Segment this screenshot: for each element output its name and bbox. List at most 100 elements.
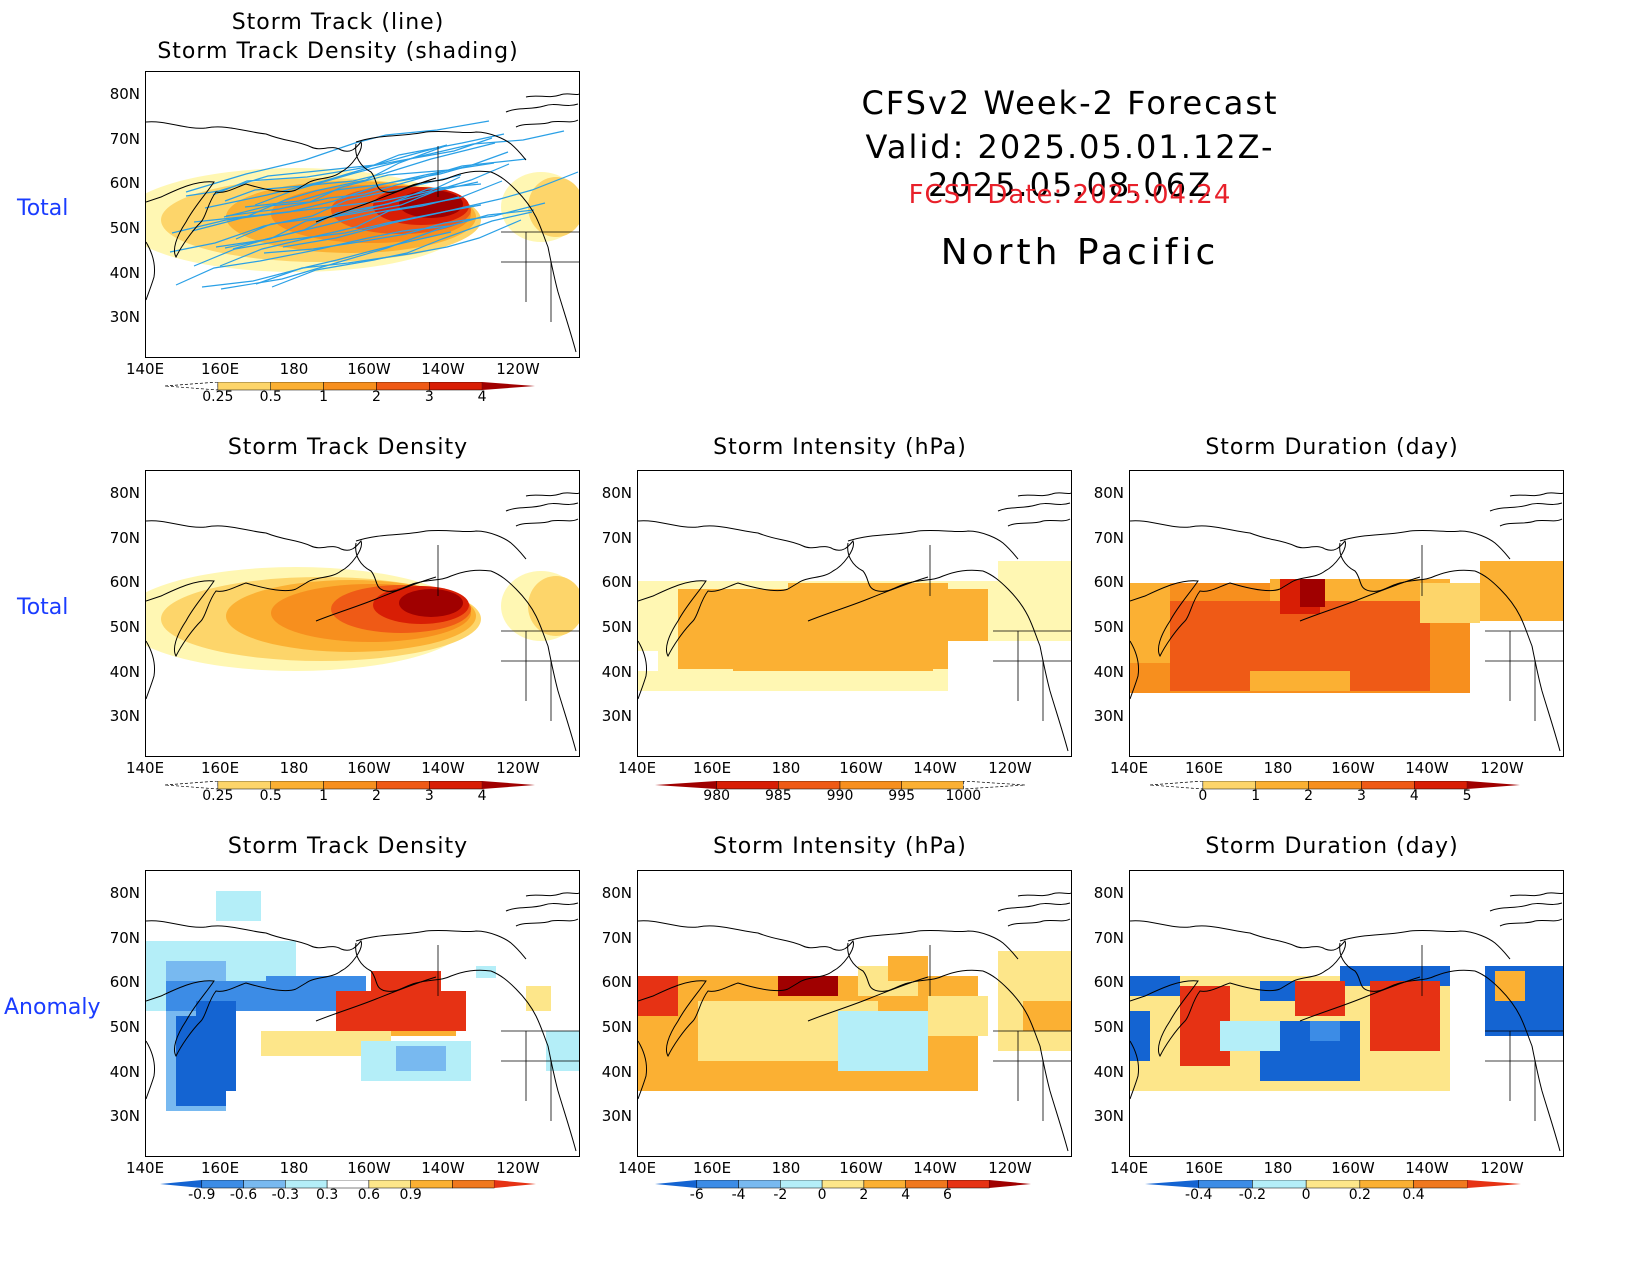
- grid-cell: [1130, 583, 1170, 663]
- map-panel-duration-total: [1129, 470, 1564, 757]
- y-tick-label: 60N: [1093, 973, 1124, 991]
- x-tick-label: 140W: [913, 1159, 957, 1177]
- colorbar-cap: [655, 781, 717, 789]
- colorbar-label: 5: [1462, 788, 1472, 804]
- x-tick-label: 140E: [125, 1159, 165, 1177]
- coastline: [638, 920, 854, 990]
- colorbar-cap: [494, 1180, 536, 1188]
- coastline: [525, 93, 579, 98]
- storm-track-line: [263, 202, 546, 254]
- colorbar-label: 4: [477, 788, 487, 804]
- storm-track-line: [185, 120, 490, 193]
- coastline: [1130, 1040, 1139, 1100]
- y-tick-label: 70N: [1093, 529, 1124, 547]
- row-label-3: Anomaly: [4, 995, 101, 1020]
- p3-title: Storm Intensity (hPa): [713, 435, 967, 460]
- y-tick-label: 40N: [109, 1063, 140, 1081]
- map-panel-density-total: [145, 470, 580, 757]
- colorbar-label: 2: [859, 1187, 869, 1203]
- x-tick-label: 140W: [1405, 759, 1449, 777]
- colorbar-label: 2: [1304, 788, 1314, 804]
- grid-cell: [998, 561, 1071, 631]
- grid-cell: [838, 1011, 928, 1071]
- p4-title: Storm Duration (day): [1205, 435, 1459, 460]
- x-tick-label: 160W: [839, 759, 883, 777]
- x-tick-label: 140W: [913, 759, 957, 777]
- colorbar-label: 0.5: [259, 389, 282, 405]
- x-tick-label: 120W: [1480, 759, 1524, 777]
- colorbar-cap: [482, 382, 535, 390]
- y-tick-label: 40N: [109, 663, 140, 681]
- header-line2: Valid: 2025.05.01.12Z-2025.05.08.06Z: [865, 128, 1275, 204]
- colorbar-label: 4: [1409, 788, 1419, 804]
- grid-cell: [1220, 1021, 1280, 1051]
- x-tick-label: 120W: [496, 759, 540, 777]
- colorbar-label: 0.25: [202, 389, 234, 405]
- grid-cell: [1295, 981, 1345, 1016]
- y-tick-label: 80N: [109, 85, 140, 103]
- grid-cell: [396, 1046, 446, 1071]
- grid-cell: [638, 651, 658, 671]
- density-contour: [528, 177, 579, 237]
- x-tick-label: 160E: [692, 1159, 732, 1177]
- coastline: [355, 130, 527, 161]
- colorbar-segment: [452, 1180, 495, 1189]
- x-tick-label: 120W: [988, 1159, 1032, 1177]
- y-tick-label: 40N: [109, 264, 140, 282]
- storm-track-line: [271, 211, 533, 288]
- coastline: [638, 580, 789, 658]
- grid-cell: [788, 583, 948, 603]
- x-tick-label: 180: [279, 360, 309, 378]
- colorbar-label: 0.5: [259, 788, 282, 804]
- colorbar-segment: [1414, 781, 1468, 790]
- duration-anomaly-shading: [1130, 966, 1563, 1156]
- coastline: [638, 520, 854, 590]
- grid-cell: [733, 626, 933, 671]
- x-tick-label: 160E: [200, 360, 240, 378]
- row-label-1: Total: [17, 196, 69, 221]
- y-tick-label: 50N: [109, 1018, 140, 1036]
- y-tick-label: 30N: [109, 707, 140, 725]
- coastline: [847, 529, 1019, 560]
- colorbar-label: 0: [817, 1187, 827, 1203]
- grid-cell: [1023, 1001, 1071, 1031]
- coastline: [315, 177, 437, 223]
- coastline: [146, 640, 155, 700]
- colorbar-label: 0: [1198, 788, 1208, 804]
- map-svg: [146, 93, 579, 353]
- storm-track-line: [212, 137, 493, 196]
- density-anomaly-shading: [146, 891, 579, 1111]
- coastline: [1489, 502, 1563, 512]
- coastline: [146, 520, 362, 590]
- coastlines: [638, 892, 1071, 1152]
- colorbar-label: -4: [731, 1187, 746, 1203]
- colorbar-label: 1000: [945, 788, 982, 804]
- y-tick-label: 50N: [109, 618, 140, 636]
- y-tick-label: 40N: [1093, 663, 1124, 681]
- y-tick-label: 60N: [601, 973, 632, 991]
- grid-cell: [638, 581, 678, 641]
- colorbar-density_total: [164, 781, 535, 790]
- coastline: [1017, 492, 1071, 497]
- colorbar-label: -2: [773, 1187, 788, 1203]
- coastline: [847, 929, 1019, 960]
- x-tick-label: 180: [279, 1159, 309, 1177]
- grid-cell: [638, 1091, 1071, 1156]
- x-tick-label: 120W: [496, 360, 540, 378]
- colorbar-label: 0.2: [1348, 1187, 1371, 1203]
- x-tick-label: 140E: [125, 759, 165, 777]
- y-tick-label: 50N: [1093, 1018, 1124, 1036]
- coastline: [146, 1040, 155, 1100]
- y-tick-label: 80N: [1093, 484, 1124, 502]
- y-tick-label: 50N: [601, 618, 632, 636]
- y-tick-label: 70N: [109, 929, 140, 947]
- x-tick-label: 120W: [1480, 1159, 1524, 1177]
- coastline: [807, 576, 929, 622]
- y-tick-label: 70N: [1093, 929, 1124, 947]
- coastline: [515, 119, 579, 128]
- coastline: [997, 502, 1071, 512]
- storm-track-line: [224, 142, 496, 202]
- colorbar-cap: [1145, 1180, 1199, 1188]
- storm-track-line: [171, 166, 466, 234]
- coastline: [1130, 520, 1346, 590]
